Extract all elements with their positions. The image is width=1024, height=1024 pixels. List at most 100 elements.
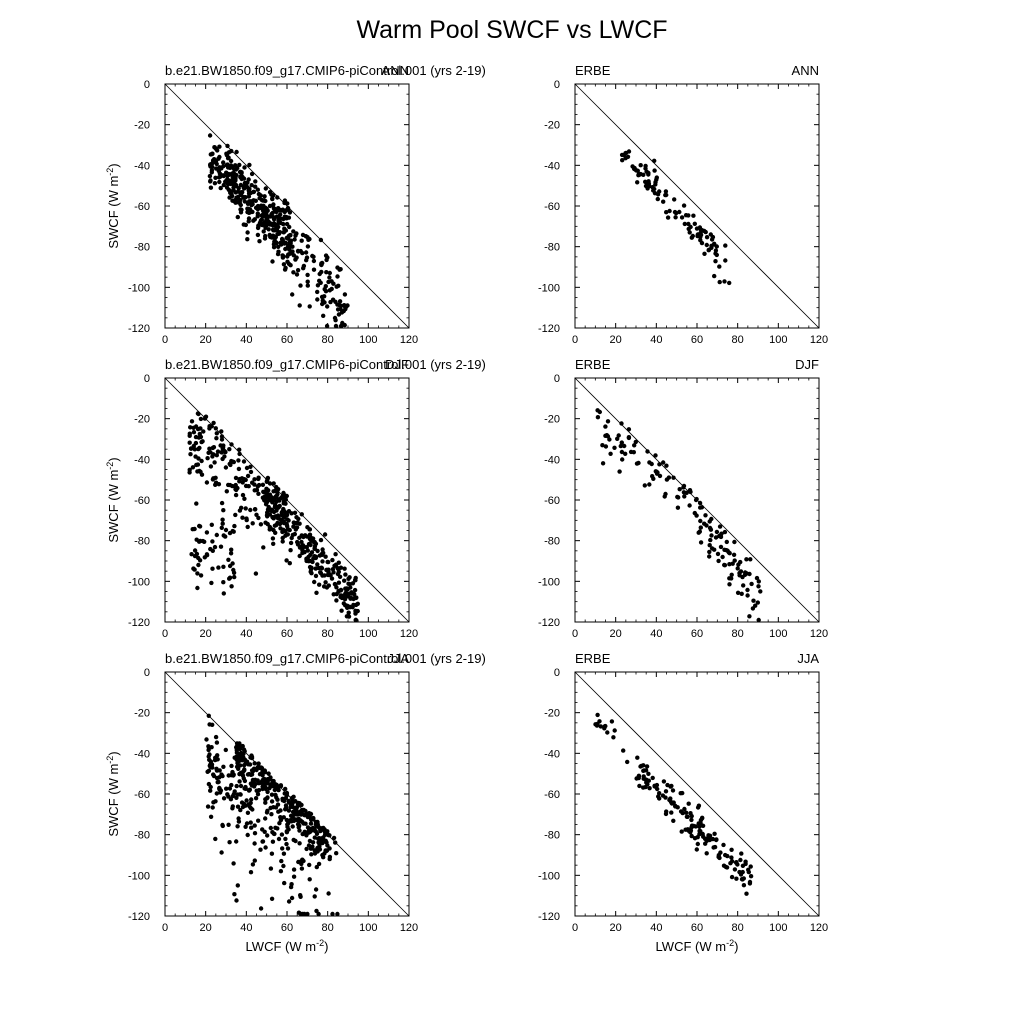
data-point xyxy=(638,163,643,168)
x-axis-label: LWCF (W m-2) xyxy=(246,938,329,954)
data-point xyxy=(687,230,692,235)
data-point xyxy=(285,205,291,211)
data-point xyxy=(278,517,283,522)
y-tick-label: 0 xyxy=(144,667,150,679)
x-tick-label: 100 xyxy=(769,334,787,346)
data-point xyxy=(210,160,216,165)
data-point xyxy=(731,552,737,557)
data-point xyxy=(635,180,640,185)
data-point xyxy=(307,829,313,835)
data-point xyxy=(603,433,608,438)
y-tick-label: -100 xyxy=(128,282,150,294)
data-point xyxy=(221,160,226,165)
data-point xyxy=(336,569,341,575)
data-point xyxy=(729,855,734,860)
x-tick-label: 40 xyxy=(650,334,662,346)
data-point xyxy=(318,537,324,543)
data-point xyxy=(271,202,276,207)
data-point xyxy=(682,806,687,812)
data-point xyxy=(214,453,219,458)
data-point xyxy=(303,250,309,255)
data-point xyxy=(715,551,721,557)
data-point xyxy=(695,835,700,840)
data-point xyxy=(327,288,332,293)
data-point xyxy=(208,185,214,190)
data-point xyxy=(249,171,255,177)
data-point xyxy=(214,532,219,538)
data-point xyxy=(260,786,265,792)
data-point xyxy=(226,178,231,183)
data-point xyxy=(194,462,199,468)
data-point xyxy=(299,802,304,808)
data-point xyxy=(256,761,261,766)
data-point xyxy=(756,617,761,623)
data-point xyxy=(209,168,215,173)
data-point xyxy=(681,203,687,208)
data-point xyxy=(654,177,659,182)
data-point xyxy=(231,178,237,183)
data-point xyxy=(743,570,748,575)
data-point xyxy=(644,764,650,769)
data-point xyxy=(597,719,602,724)
data-point xyxy=(224,153,230,158)
data-point xyxy=(224,170,229,175)
data-point xyxy=(647,482,652,487)
data-point xyxy=(683,213,689,218)
data-point xyxy=(312,579,317,585)
data-point xyxy=(707,525,713,531)
data-point xyxy=(270,210,275,216)
data-point xyxy=(248,800,253,806)
data-point xyxy=(744,891,749,896)
data-point xyxy=(267,507,272,513)
data-point xyxy=(219,434,225,439)
data-point xyxy=(263,186,268,191)
data-point xyxy=(281,863,286,869)
data-point xyxy=(342,292,348,297)
data-point xyxy=(279,832,285,837)
data-point xyxy=(233,512,238,518)
data-point xyxy=(641,763,646,768)
data-point xyxy=(245,237,250,242)
data-point xyxy=(259,765,264,770)
data-point xyxy=(709,237,715,242)
data-point xyxy=(243,506,248,511)
data-point xyxy=(680,790,685,796)
y-axis-label-close: ) xyxy=(106,751,121,755)
x-tick-label: 80 xyxy=(732,628,744,640)
data-point xyxy=(272,504,278,509)
data-point xyxy=(747,571,752,577)
data-point xyxy=(293,257,298,262)
data-point xyxy=(265,808,270,813)
data-point xyxy=(635,755,640,760)
data-point xyxy=(703,229,708,235)
data-point xyxy=(294,231,299,236)
data-point xyxy=(250,862,256,867)
data-point xyxy=(708,537,713,543)
data-point xyxy=(226,557,231,562)
data-point xyxy=(289,819,294,824)
data-point xyxy=(339,323,344,329)
data-point xyxy=(208,814,214,819)
data-point xyxy=(234,839,239,844)
reference-line xyxy=(574,671,820,917)
data-point xyxy=(273,223,278,228)
data-point xyxy=(707,554,712,559)
data-point xyxy=(276,513,281,519)
data-point xyxy=(258,847,263,852)
data-point xyxy=(295,822,301,827)
data-point xyxy=(689,823,695,828)
data-point xyxy=(723,258,728,263)
data-point xyxy=(274,226,279,232)
data-point xyxy=(317,278,322,283)
data-point xyxy=(353,578,358,583)
data-point xyxy=(297,553,302,559)
data-point xyxy=(665,215,671,220)
data-point xyxy=(729,847,734,852)
data-point xyxy=(681,485,686,490)
data-point xyxy=(211,452,216,457)
data-point xyxy=(236,458,241,463)
data-point xyxy=(321,313,326,318)
y-tick-label: -40 xyxy=(544,160,560,172)
data-point xyxy=(286,808,292,813)
data-point xyxy=(212,181,218,186)
